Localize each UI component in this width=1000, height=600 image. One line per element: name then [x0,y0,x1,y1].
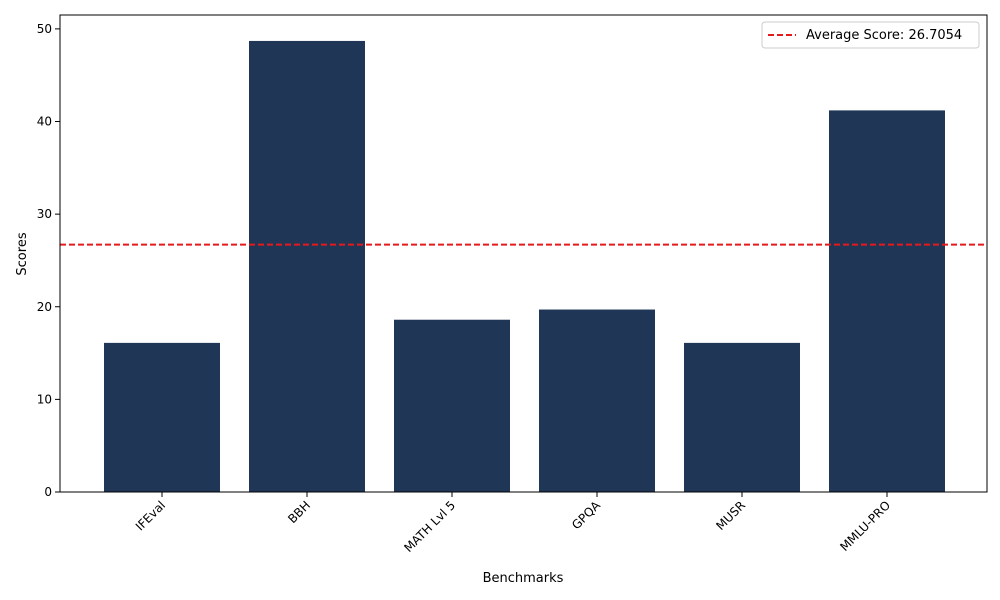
y-tick-label: 10 [37,392,52,406]
legend: Average Score: 26.7054 [761,21,980,49]
bar-gpqa [539,309,655,492]
bar-mmlu-pro [829,110,945,493]
y-axis-label: Scores [15,232,30,275]
x-tick-label: MATH Lvl 5 [401,498,458,555]
legend-average-label: Average Score: 26.7054 [806,28,962,43]
x-tick-label: GPQA [569,498,604,533]
plot-frame [59,14,988,493]
y-tick-label: 0 [44,485,52,499]
axes-group [59,14,988,493]
y-ticks-group: 0 10 20 30 40 50 [37,22,60,499]
x-tick-label: IFEval [133,498,168,533]
y-tick-label: 30 [37,207,52,221]
x-ticks-group: IFEval BBH MATH Lvl 5 GPQA MUSR MMLU-PRO [133,492,893,555]
x-tick-label: BBH [285,498,313,526]
x-axis-label: Benchmarks [483,571,564,586]
bar-bbh [249,40,365,492]
legend-box [761,21,980,49]
y-tick-label: 20 [37,300,52,314]
bar-musr [684,342,800,492]
bars-group [104,40,945,493]
y-tick-label: 40 [37,115,52,129]
x-tick-label: MUSR [713,498,748,533]
bar-math-lvl-5 [394,319,510,492]
x-tick-label: MMLU-PRO [837,498,893,554]
y-tick-label: 50 [37,22,52,36]
bar-ifeval [104,342,220,492]
